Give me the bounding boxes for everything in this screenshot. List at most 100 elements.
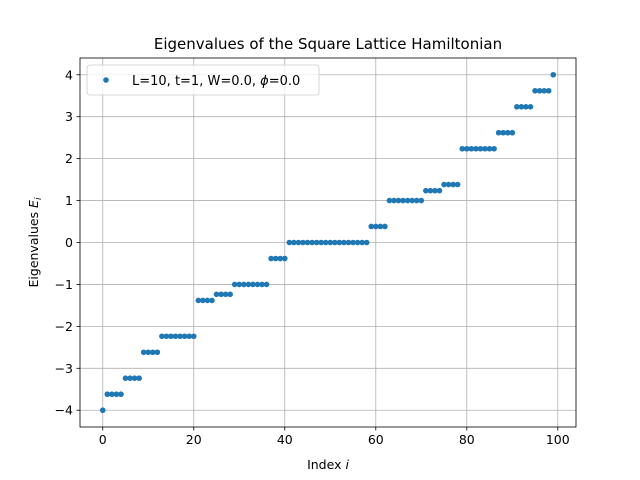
x-tick-label: 20 xyxy=(186,432,202,447)
data-point xyxy=(341,239,347,246)
y-axis-label: Eigenvalues Ei xyxy=(26,197,44,287)
data-point xyxy=(463,145,470,152)
data-point xyxy=(354,239,361,246)
data-point xyxy=(268,255,274,262)
y-tick-label: 0 xyxy=(65,235,73,250)
data-point xyxy=(231,281,238,288)
data-point xyxy=(509,129,516,136)
data-point xyxy=(313,239,320,246)
data-point xyxy=(400,197,406,204)
data-point xyxy=(409,197,415,204)
y-tick-label: 2 xyxy=(65,151,73,166)
data-point xyxy=(181,333,188,340)
data-point xyxy=(536,87,543,94)
data-point xyxy=(245,281,252,288)
data-point xyxy=(163,333,170,340)
data-point xyxy=(109,391,115,398)
x-ticks: 0 20 40 60 80 100 xyxy=(99,427,570,447)
data-point xyxy=(195,297,202,304)
data-point xyxy=(391,197,397,204)
y-tick-label: −1 xyxy=(55,277,73,292)
data-point xyxy=(200,297,206,304)
data-point xyxy=(459,145,466,152)
data-point xyxy=(404,197,411,204)
data-point xyxy=(300,239,306,246)
data-point xyxy=(168,333,174,340)
data-point xyxy=(259,281,265,288)
data-point xyxy=(186,333,193,340)
chart-title: Eigenvalues of the Square Lattice Hamilt… xyxy=(154,35,502,53)
data-point xyxy=(99,407,106,414)
data-point xyxy=(291,239,297,246)
data-point xyxy=(482,145,488,152)
data-point xyxy=(518,104,525,110)
data-point xyxy=(377,223,384,230)
y-ticks: −4 −3 −2 −1 0 1 2 3 4 xyxy=(55,67,80,418)
data-point xyxy=(363,239,370,246)
data-point xyxy=(190,333,197,340)
data-point xyxy=(318,239,324,246)
data-point xyxy=(304,239,311,246)
data-point xyxy=(450,181,456,188)
data-point xyxy=(250,281,256,288)
data-point xyxy=(336,239,343,246)
legend-marker xyxy=(103,77,109,83)
data-point xyxy=(418,197,425,204)
y-tick-label: 1 xyxy=(65,193,73,208)
data-point xyxy=(309,239,315,246)
legend: L=10, t=1, W=0.0, ϕ=0.0 xyxy=(86,64,320,96)
data-point xyxy=(432,187,438,194)
data-point xyxy=(372,223,379,230)
data-point xyxy=(454,181,461,188)
legend-box xyxy=(86,64,320,96)
data-point xyxy=(532,87,538,94)
data-point xyxy=(127,375,133,381)
data-point xyxy=(218,291,224,298)
data-point xyxy=(514,104,520,110)
data-point xyxy=(445,181,452,188)
data-point xyxy=(413,197,420,204)
data-point xyxy=(236,281,243,288)
data-point xyxy=(386,197,393,204)
data-point xyxy=(154,349,161,356)
data-point xyxy=(504,129,511,136)
data-point xyxy=(286,239,293,246)
data-points xyxy=(99,71,557,414)
data-point xyxy=(332,239,338,246)
data-point xyxy=(254,281,261,288)
data-point xyxy=(113,391,120,398)
data-point xyxy=(436,187,443,194)
x-tick-label: 40 xyxy=(277,432,293,447)
data-point xyxy=(395,197,402,204)
data-point xyxy=(272,255,279,262)
data-point xyxy=(209,297,215,304)
y-tick-label: −4 xyxy=(55,403,73,418)
data-point xyxy=(368,223,375,230)
data-point xyxy=(104,391,111,398)
data-point xyxy=(150,349,156,356)
data-point xyxy=(550,71,557,78)
x-axis-label: Index i xyxy=(307,457,349,472)
data-point xyxy=(382,223,388,230)
data-point xyxy=(359,239,365,246)
data-point xyxy=(350,239,356,246)
data-point xyxy=(204,297,211,304)
data-point xyxy=(527,104,534,110)
data-point xyxy=(122,375,129,381)
data-point xyxy=(277,255,284,262)
data-point xyxy=(159,333,165,340)
data-point xyxy=(491,145,497,152)
data-point xyxy=(241,281,247,288)
y-tick-label: 4 xyxy=(65,67,73,82)
data-point xyxy=(140,349,147,356)
data-point xyxy=(486,145,493,152)
y-tick-label: −2 xyxy=(55,319,73,334)
legend-label: L=10, t=1, W=0.0, ϕ=0.0 xyxy=(132,74,300,89)
x-tick-label: 100 xyxy=(546,432,570,447)
x-tick-label: 60 xyxy=(368,432,384,447)
y-tick-label: −3 xyxy=(55,361,73,376)
data-point xyxy=(118,391,124,398)
data-point xyxy=(222,291,229,298)
data-point xyxy=(545,87,552,94)
